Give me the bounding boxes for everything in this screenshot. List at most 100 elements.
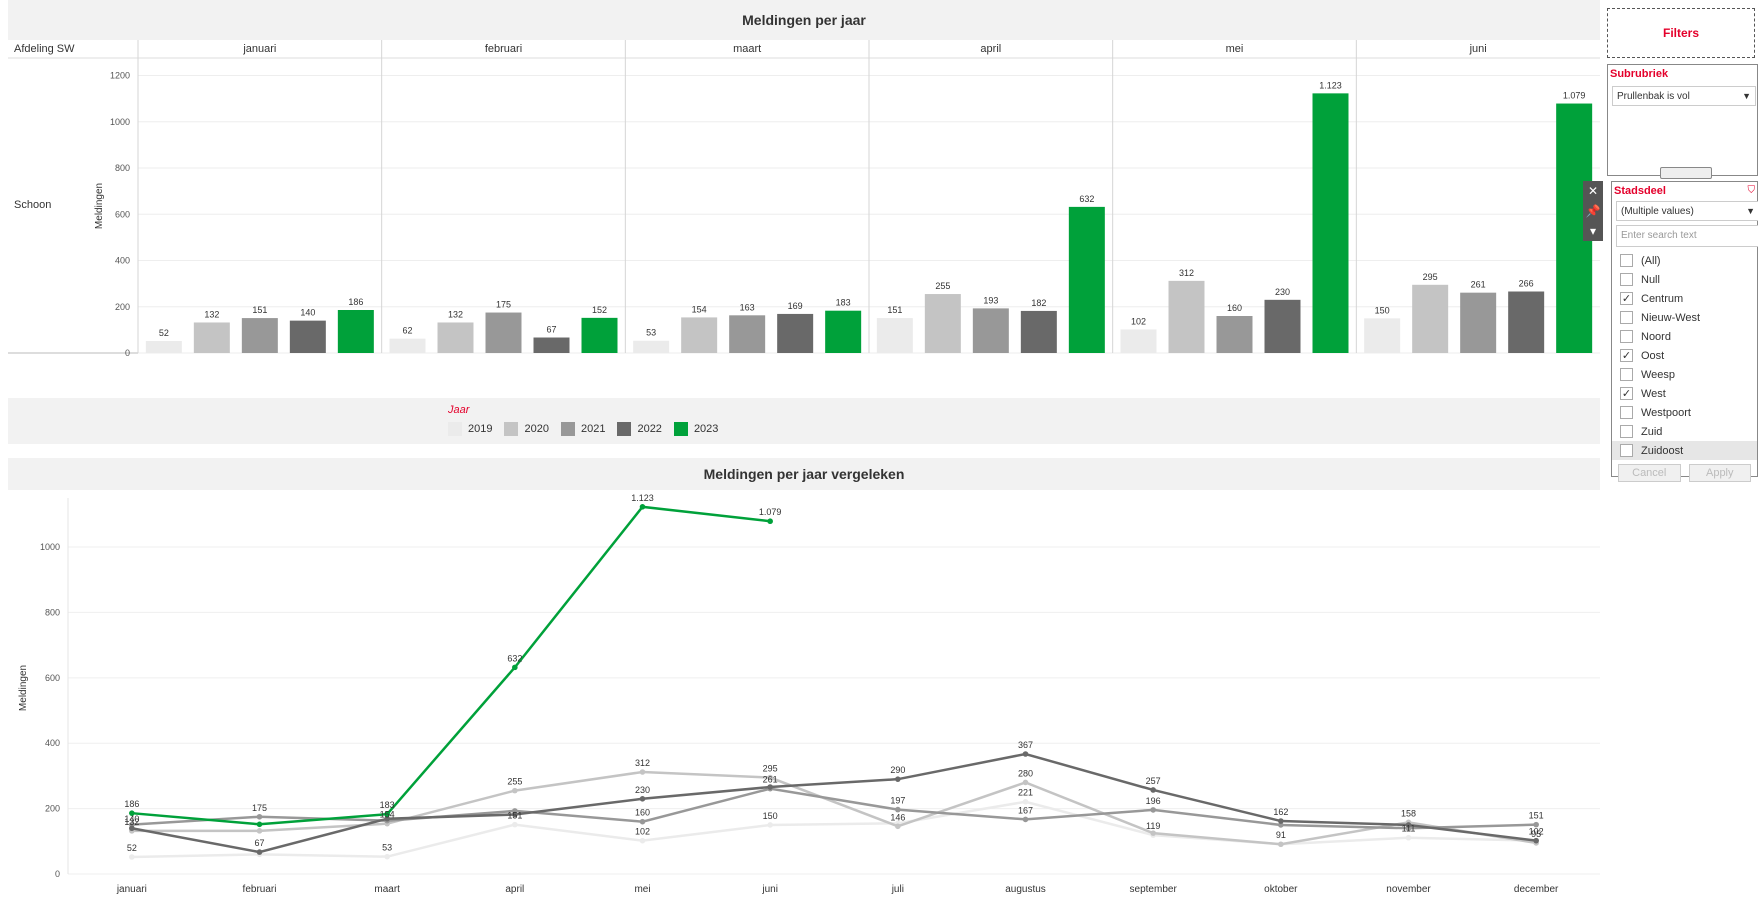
line-series-2021[interactable]	[131, 787, 1537, 830]
point-2022-september[interactable]	[1150, 787, 1156, 793]
stadsdeel-option-nieuw-west[interactable]: Nieuw-West	[1612, 308, 1757, 327]
point-2023-februari[interactable]	[256, 821, 263, 828]
bar-2022-juni[interactable]	[1508, 291, 1545, 353]
point-2019-mei[interactable]	[639, 837, 646, 844]
legend-item-2021[interactable]: 2021	[560, 422, 605, 436]
point-2019-juni[interactable]	[767, 822, 773, 828]
point-2019-april[interactable]	[512, 821, 518, 828]
bar-2022-mei[interactable]	[1264, 299, 1301, 353]
point-2022-oktober[interactable]	[1278, 818, 1284, 824]
line-series-2022[interactable]	[131, 752, 1537, 854]
bar-2019-mei[interactable]	[1120, 329, 1157, 353]
point-2022-december[interactable]	[1533, 837, 1539, 844]
point-2020-september[interactable]	[1150, 830, 1156, 836]
point-2021-mei[interactable]	[639, 818, 646, 825]
bar-2023-april[interactable]	[1068, 206, 1105, 353]
point-2022-november[interactable]	[1405, 822, 1412, 828]
point-2020-augustus[interactable]	[1022, 779, 1029, 786]
bar-2019-juni[interactable]	[1364, 318, 1401, 353]
stadsdeel-option-zuidoost[interactable]: Zuidoost	[1612, 441, 1757, 460]
point-2020-oktober[interactable]	[1278, 841, 1284, 848]
checkbox[interactable]	[1620, 425, 1633, 438]
point-2021-oktober[interactable]	[1278, 822, 1284, 828]
stadsdeel-option-westpoort[interactable]: Westpoort	[1612, 403, 1757, 422]
point-2021-juli[interactable]	[895, 806, 901, 813]
point-2022-juni[interactable]	[767, 784, 773, 790]
point-2022-maart[interactable]	[384, 815, 390, 822]
bar-2023-januari[interactable]	[337, 309, 374, 353]
point-2023-juni[interactable]	[767, 518, 773, 525]
stadsdeel-search-input[interactable]: Enter search text	[1616, 225, 1758, 247]
checkbox[interactable]	[1620, 406, 1633, 419]
checkbox[interactable]	[1620, 254, 1633, 267]
stadsdeel-option-all[interactable]: (All)	[1612, 251, 1757, 270]
legend-item-2020[interactable]: 2020	[504, 422, 549, 436]
point-2021-december[interactable]	[1533, 821, 1539, 828]
bar-2019-maart[interactable]	[633, 340, 670, 353]
point-2019-maart[interactable]	[384, 853, 390, 860]
bar-2020-maart[interactable]	[681, 317, 718, 353]
checkbox[interactable]	[1620, 273, 1633, 286]
point-2021-september[interactable]	[1150, 807, 1156, 813]
bar-2021-mei[interactable]	[1216, 316, 1253, 353]
stadsdeel-option-oost[interactable]: ✓ Oost	[1612, 346, 1757, 365]
legend-item-2022[interactable]: 2022	[617, 422, 662, 436]
pin-icon[interactable]: 📌	[1585, 204, 1601, 218]
checkbox[interactable]	[1620, 368, 1633, 381]
bar-2021-maart[interactable]	[729, 315, 766, 353]
bar-2022-april[interactable]	[1020, 310, 1057, 353]
point-2022-januari[interactable]	[129, 825, 135, 832]
bar-2020-januari[interactable]	[193, 322, 230, 353]
bar-2019-januari[interactable]	[145, 340, 182, 353]
point-2022-juli[interactable]	[895, 776, 901, 782]
bar-2020-april[interactable]	[924, 294, 961, 353]
bar-2022-januari[interactable]	[289, 320, 326, 353]
chevron-down-icon[interactable]: ▾	[1589, 224, 1597, 238]
checkbox[interactable]: ✓	[1620, 387, 1633, 400]
point-2019-januari[interactable]	[129, 854, 135, 860]
bar-2020-mei[interactable]	[1168, 280, 1205, 353]
bar-2021-juni[interactable]	[1460, 292, 1497, 353]
checkbox[interactable]: ✓	[1620, 292, 1633, 305]
point-2021-augustus[interactable]	[1022, 816, 1029, 823]
cancel-button[interactable]: Cancel	[1618, 464, 1681, 482]
point-2020-april[interactable]	[512, 787, 518, 794]
point-2023-mei[interactable]	[639, 504, 646, 510]
filter-funnel-icon[interactable]: ⛉	[1747, 185, 1756, 196]
stadsdeel-option-weesp[interactable]: Weesp	[1612, 365, 1757, 384]
point-2023-januari[interactable]	[129, 810, 135, 816]
bar-2023-maart[interactable]	[825, 310, 862, 353]
resize-handle[interactable]	[1660, 167, 1712, 179]
point-2023-maart[interactable]	[384, 811, 390, 817]
bar-2021-april[interactable]	[972, 308, 1009, 353]
point-2019-november[interactable]	[1405, 834, 1412, 841]
point-2023-april[interactable]	[512, 664, 518, 671]
bar-2022-maart[interactable]	[777, 313, 814, 353]
checkbox[interactable]	[1620, 444, 1633, 457]
point-2022-april[interactable]	[512, 811, 518, 818]
legend-item-2019[interactable]: 2019	[448, 422, 492, 436]
point-2020-juni[interactable]	[767, 774, 773, 781]
checkbox[interactable]	[1620, 330, 1633, 343]
legend-item-2023[interactable]: 2023	[673, 422, 718, 436]
bar-2020-februari[interactable]	[437, 322, 474, 353]
bar-2020-juni[interactable]	[1412, 284, 1449, 353]
stadsdeel-option-zuid[interactable]: Zuid	[1612, 422, 1757, 441]
bar-2019-februari[interactable]	[389, 338, 426, 353]
bar-2021-februari[interactable]	[485, 312, 522, 353]
stadsdeel-option-null[interactable]: Null	[1612, 270, 1757, 289]
line-series-2023[interactable]	[131, 505, 771, 826]
stadsdeel-option-noord[interactable]: Noord	[1612, 327, 1757, 346]
checkbox[interactable]	[1620, 311, 1633, 324]
bar-2019-april[interactable]	[876, 318, 913, 353]
stadsdeel-option-west[interactable]: ✓ West	[1612, 384, 1757, 403]
point-2020-februari[interactable]	[256, 828, 263, 834]
point-2022-februari[interactable]	[256, 849, 263, 855]
point-2022-augustus[interactable]	[1022, 751, 1029, 757]
bar-2021-januari[interactable]	[241, 318, 278, 353]
subrubriek-dropdown[interactable]: Prullenbak is vol ▼	[1612, 86, 1756, 106]
close-icon[interactable]: ✕	[1587, 184, 1599, 198]
point-2019-augustus[interactable]	[1022, 798, 1029, 805]
point-2021-februari[interactable]	[256, 813, 263, 820]
point-2022-mei[interactable]	[639, 796, 646, 802]
